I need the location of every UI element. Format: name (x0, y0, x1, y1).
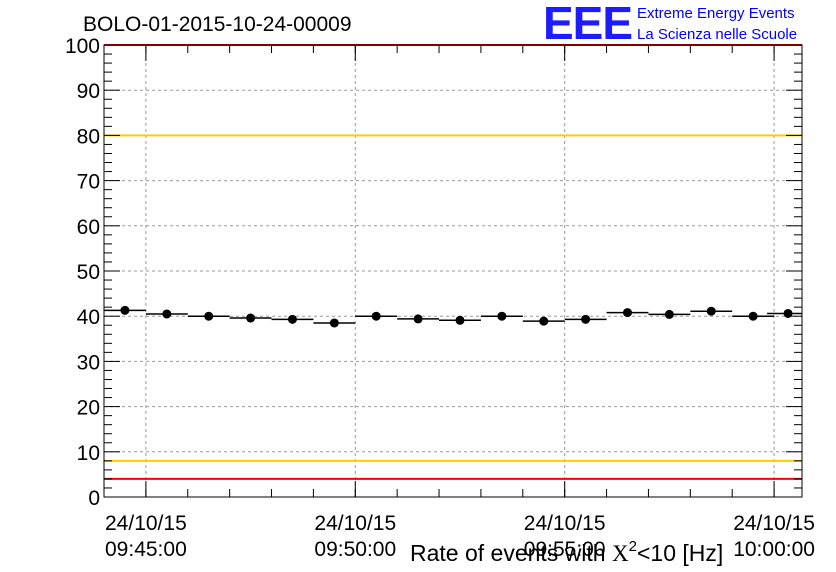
x-axis-title-prefix: Rate of events with (410, 540, 612, 566)
x-tick-time: 09:45:00 (105, 538, 187, 561)
y-tick-label: 70 (77, 171, 100, 194)
x-axis-title-rest: <10 [Hz] (637, 540, 723, 566)
x-tick-date: 24/10/15 (524, 512, 606, 535)
data-point (287, 314, 297, 324)
chart-title: BOLO-01-2015-10-24-00009 (83, 13, 352, 36)
data-points (104, 305, 802, 328)
x-tick-time: 09:50:00 (314, 538, 396, 561)
data-point (706, 306, 716, 316)
data-point (413, 314, 423, 324)
x-axis-title-chi: X (612, 541, 629, 566)
logo-line-2: La Scienza nelle Scuole (637, 26, 797, 43)
x-tick-time: 10:00:00 (733, 538, 815, 561)
data-point (204, 311, 214, 321)
eee-logo: EEE Extreme Energy Events La Scienza nel… (543, 0, 797, 49)
y-tick-label: 80 (77, 125, 100, 148)
data-point (581, 314, 591, 324)
data-point (120, 305, 130, 315)
y-tick-label: 40 (77, 306, 100, 329)
y-tick-label: 20 (77, 397, 100, 420)
x-tick-date: 24/10/15 (105, 512, 187, 535)
y-tick-label: 50 (77, 261, 100, 284)
y-tick-labels: 0 10 20 30 40 50 60 70 80 90 100 (65, 35, 100, 510)
x-axis-title-power: 2 (629, 538, 637, 555)
data-point (783, 308, 793, 318)
reference-lines (104, 44, 802, 480)
data-point (664, 309, 674, 319)
data-point (497, 311, 507, 321)
eee-logo-letters: EEE (543, 0, 633, 49)
data-point (329, 318, 339, 328)
y-tick-label: 100 (65, 35, 100, 58)
data-point (246, 313, 256, 323)
data-point (455, 315, 465, 325)
data-point (371, 311, 381, 321)
x-tick-time: 09:55:00 (524, 538, 606, 561)
x-tick-labels: 24/10/15 09:45:00 24/10/15 09:50:00 24/10/15… (105, 512, 815, 561)
y-tick-label: 10 (77, 442, 100, 465)
x-axis-title: Rate of events with X2<10 [Hz] (410, 538, 723, 566)
y-tick-label: 90 (77, 80, 100, 103)
y-tick-label: 30 (77, 351, 100, 374)
y-tick-label: 0 (88, 487, 100, 510)
x-tick-date: 24/10/15 (314, 512, 396, 535)
data-point (539, 316, 549, 326)
logo-line-1: Extreme Energy Events (637, 5, 795, 22)
data-point (162, 309, 172, 319)
axis-ticks (103, 44, 802, 498)
x-tick-date: 24/10/15 (733, 512, 815, 535)
grid-lines (104, 45, 802, 497)
y-tick-label: 60 (77, 216, 100, 239)
data-point (748, 311, 758, 321)
data-point (623, 308, 632, 318)
